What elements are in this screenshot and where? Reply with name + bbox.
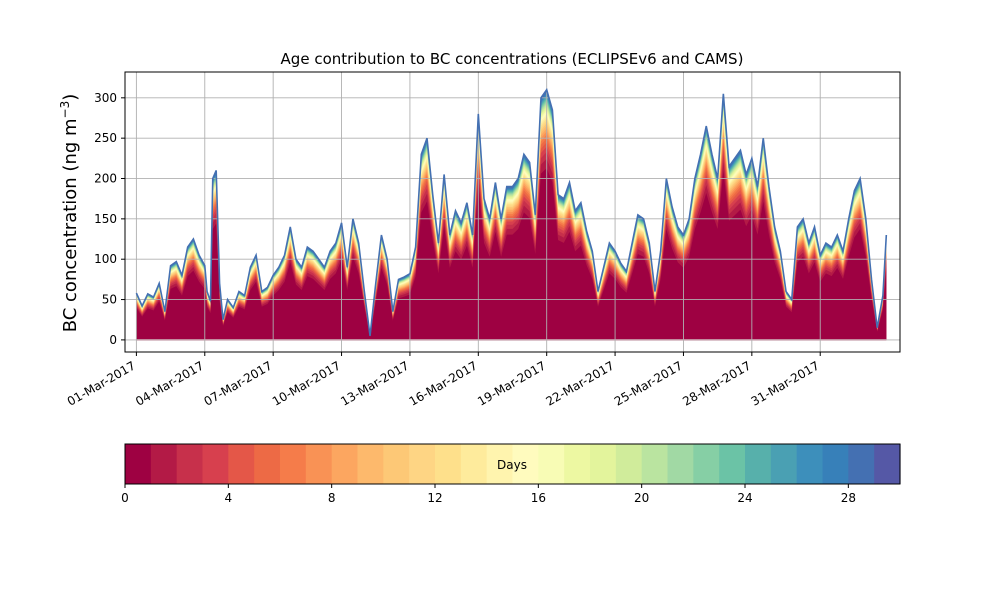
colorbar-swatch-26 (796, 444, 824, 484)
colorbar-tick-label: 0 (121, 491, 129, 505)
colorbar-tick-label: 4 (225, 491, 233, 505)
y-axis-ticks: 0 50 100 150 200 250 300 (94, 91, 125, 347)
colorbar-swatch-9 (357, 444, 384, 484)
colorbar-tick-label: 16 (531, 491, 546, 505)
colorbar-tick-label: 28 (841, 491, 856, 505)
colorbar-swatch-19 (615, 444, 643, 484)
colorbar-swatch-28 (848, 444, 875, 484)
x-tick-label: 22-Mar-2017 (543, 358, 616, 408)
colorbar-swatch-22 (693, 444, 720, 484)
colorbar-swatch-12 (435, 444, 462, 484)
x-tick-label: 19-Mar-2017 (475, 358, 548, 408)
colorbar-swatch-2 (176, 444, 204, 484)
colorbar-swatch-21 (667, 444, 694, 484)
colorbar-tick-label: 8 (328, 491, 336, 505)
colorbar-swatch-27 (822, 444, 849, 484)
age-stack-areas (136, 89, 887, 341)
x-tick-label: 07-Mar-2017 (202, 358, 275, 408)
y-tick-label: 200 (94, 172, 117, 186)
total-line (135, 87, 888, 336)
colorbar-swatch-20 (641, 444, 669, 484)
colorbar-swatch-4 (228, 444, 255, 484)
colorbar-swatch-7 (305, 444, 333, 484)
x-tick-label: 28-Mar-2017 (680, 358, 753, 408)
colorbar-swatch-29 (874, 444, 901, 484)
x-tick-label: 01-Mar-2017 (65, 358, 138, 408)
x-tick-label: 31-Mar-2017 (749, 358, 822, 408)
colorbar (125, 444, 901, 484)
colorbar-swatch-11 (409, 444, 436, 484)
colorbar-swatch-10 (383, 444, 410, 484)
y-tick-label: 100 (94, 252, 117, 266)
colorbar-ticks: 0 4 8 12 16 20 24 28 (121, 484, 856, 505)
colorbar-swatch-5 (254, 444, 281, 484)
colorbar-swatch-8 (331, 444, 359, 484)
y-axis-label-text: BC concentration (ng m (60, 118, 81, 332)
y-tick-label: 300 (94, 91, 117, 105)
y-tick-label: 250 (94, 131, 117, 145)
x-tick-label: 04-Mar-2017 (133, 358, 206, 408)
y-axis-label-close: ) (60, 94, 81, 101)
colorbar-swatch-25 (770, 444, 798, 484)
y-tick-label: 50 (102, 293, 117, 307)
colorbar-swatch-24 (745, 444, 772, 484)
colorbar-tick-label: 20 (634, 491, 649, 505)
total-outline (135, 87, 888, 336)
colorbar-swatch-14 (486, 444, 514, 484)
x-tick-label: 16-Mar-2017 (407, 358, 480, 408)
x-tick-label: 25-Mar-2017 (612, 358, 685, 408)
y-tick-label: 150 (94, 212, 117, 226)
colorbar-swatch-13 (460, 444, 488, 484)
colorbar-swatch-18 (590, 444, 617, 484)
x-axis-ticks: 01-Mar-201704-Mar-201707-Mar-201710-Mar-… (65, 352, 822, 409)
colorbar-tick-label: 12 (427, 491, 442, 505)
plot-frame (124, 71, 901, 353)
age-layer-0 (136, 168, 887, 340)
colorbar-swatch-1 (150, 444, 178, 484)
colorbar-swatch-3 (202, 444, 229, 484)
colorbar-swatch-15 (512, 444, 539, 484)
x-tick-label: 10-Mar-2017 (270, 358, 343, 408)
colorbar-swatch-6 (280, 444, 307, 484)
x-tick-label: 13-Mar-2017 (338, 358, 411, 408)
y-axis-label-exponent: −3 (58, 101, 72, 119)
chart-title: Age contribution to BC concentrations (E… (281, 50, 744, 68)
colorbar-frame (124, 443, 901, 485)
colorbar-swatch-16 (538, 444, 565, 484)
colorbar-swatch-17 (564, 444, 591, 484)
y-tick-label: 0 (109, 333, 117, 347)
colorbar-swatch-23 (719, 444, 746, 484)
colorbar-label: Days (497, 458, 527, 472)
y-axis-label: BC concentration (ng m−3) (58, 94, 81, 333)
colorbar-tick-label: 24 (737, 491, 752, 505)
colorbar-swatch-0 (125, 444, 152, 484)
grid-lines (125, 72, 900, 352)
